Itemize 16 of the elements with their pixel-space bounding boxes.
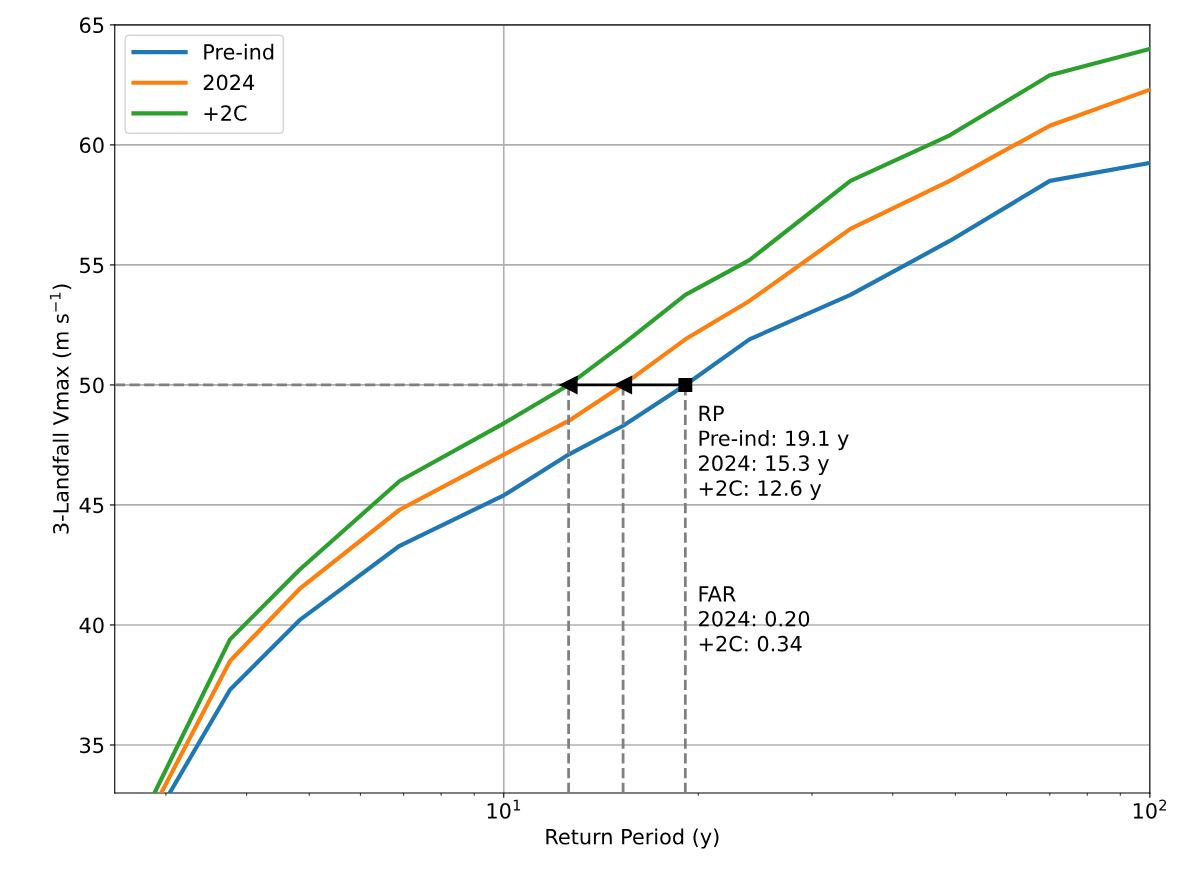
- x-axis-title: Return Period (y): [546, 828, 719, 849]
- legend-label: 2024: [203, 74, 255, 91]
- annotation: FAR 2024: 0.20 +2C: 0.34: [699, 586, 810, 652]
- legend-label: +2C: [204, 105, 247, 121]
- y-tick-label: 50: [80, 377, 104, 394]
- annotation: RP Pre-ind: 19.1 y 2024: 15.3 y +2C: 12.6 y: [699, 405, 849, 500]
- x-tick-label: 10$^{1}$: [487, 799, 521, 819]
- y-tick-label: 45: [79, 497, 104, 514]
- y-tick-label: 65: [79, 17, 104, 34]
- legend-label: Pre-ind: [204, 43, 274, 60]
- x-tick-label: 10$^{2}$: [1133, 799, 1167, 819]
- y-tick-label: 60: [79, 137, 104, 154]
- y-tick-label: 40: [79, 617, 104, 634]
- y-tick-label: 55: [80, 257, 104, 274]
- y-axis-title: 3-Landfall Vmax (m s$^{−1}$): [49, 284, 72, 534]
- y-tick-label: 35: [80, 737, 104, 754]
